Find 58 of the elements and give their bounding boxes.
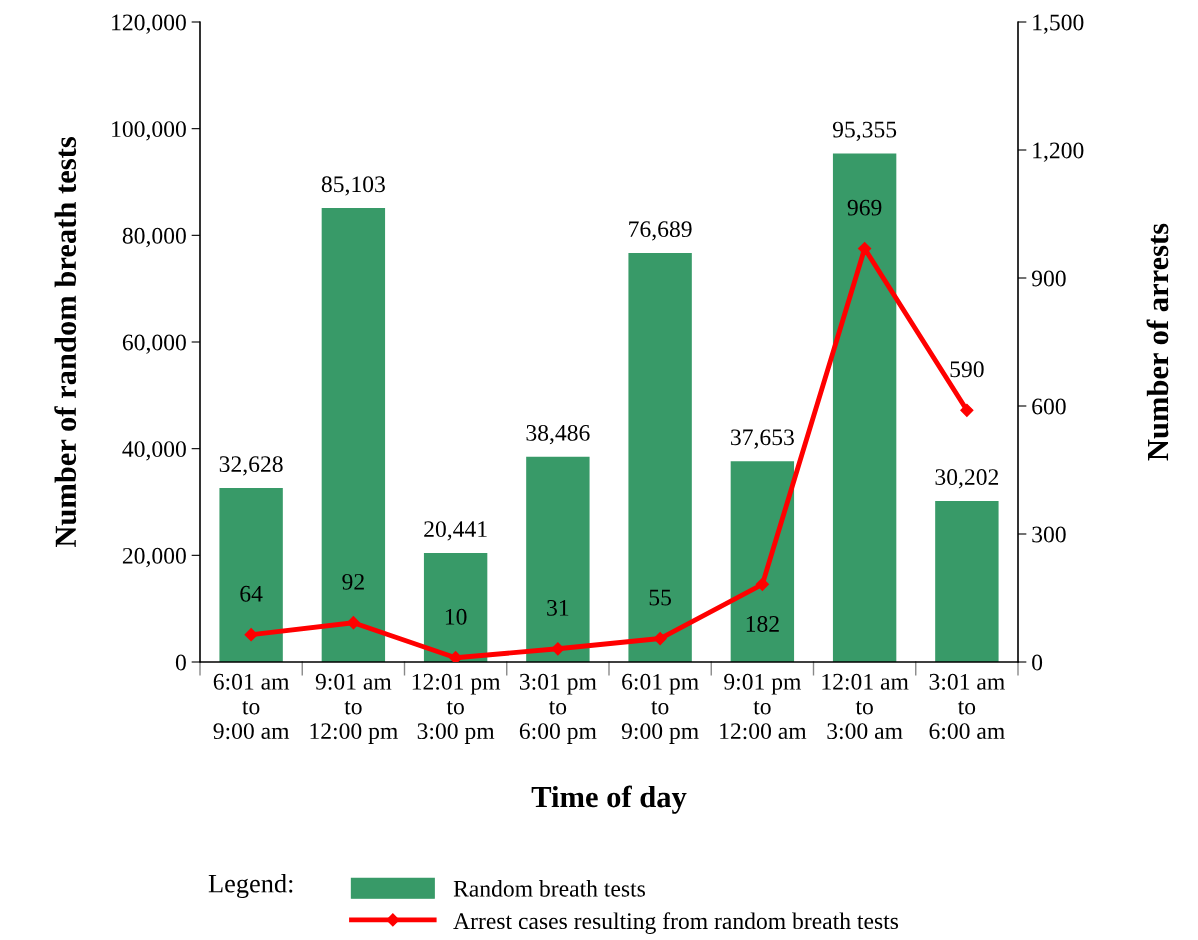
data-label: 590: [950, 361, 984, 378]
y2-tick-label: 1,200: [1033, 142, 1084, 162]
point: [960, 403, 974, 417]
bar: [935, 500, 999, 662]
point: [551, 642, 565, 656]
point: [653, 631, 667, 646]
bar: [321, 208, 386, 662]
data-label: 95,355: [832, 121, 897, 141]
x-tick-label: 3:01 pm to 6:00 pm: [519, 673, 597, 744]
point: [244, 628, 258, 642]
y-tick-label: 100,000: [112, 121, 186, 141]
y2-tick-label: 1,500: [1033, 14, 1084, 34]
x-tick-label: 6:01 pm to 9:00 pm: [621, 673, 699, 744]
legend-label: Arrest cases resulting from random breath tests: [453, 912, 899, 934]
data-label: 30,202: [935, 469, 999, 489]
bar: [219, 487, 283, 662]
y2-axis-title: Number of arrests: [1146, 223, 1169, 461]
legend-title: Legend:: [208, 874, 293, 898]
data-label: 969: [847, 199, 882, 216]
y-tick-label: 0: [175, 654, 186, 671]
data-label: 32,628: [219, 456, 283, 476]
point: [449, 651, 463, 662]
point: [755, 577, 769, 591]
legend-label: Random breath tests: [453, 880, 645, 897]
data-label: 64: [240, 585, 263, 602]
y2-tick-label: 0: [1032, 654, 1043, 671]
data-label: 76,689: [629, 221, 692, 241]
bar: [730, 461, 795, 662]
y-tick-label: 80,000: [122, 227, 186, 248]
bar: [628, 252, 692, 662]
data-label: 182: [746, 615, 779, 632]
data-label: 92: [342, 573, 364, 590]
y2-tick-label: 600: [1032, 398, 1066, 415]
x-tick-label: 12:01 pm to 3:00 pm: [412, 673, 501, 744]
y-axis-title: Number of random breath tests: [54, 137, 77, 548]
x-tick-label: 6:01 am to 9:00 am: [213, 673, 290, 740]
bar: [423, 552, 488, 662]
x-tick-label: 9:01 am to 12:00 pm: [310, 673, 398, 744]
data-label: 37,653: [731, 429, 794, 449]
bar: [526, 456, 590, 662]
bar: [832, 153, 897, 662]
y-tick-label: 120,000: [112, 14, 186, 34]
point: [346, 616, 360, 630]
x-tick-label: 9:01 pm to 12:00 am: [720, 673, 807, 740]
x-tick-label: 12:01 am to 3:00 am: [822, 673, 909, 740]
data-label: 85,103: [321, 176, 385, 196]
x-axis-title: Time of day: [531, 785, 687, 814]
data-label: 10: [445, 608, 467, 625]
y-tick-label: 40,000: [122, 441, 186, 461]
y2-tick-label: 300: [1032, 526, 1066, 543]
y2-tick-label: 900: [1031, 270, 1066, 287]
data-label: 31: [547, 599, 569, 616]
data-label: 20,441: [424, 521, 487, 541]
data-label: 55: [649, 589, 672, 606]
y-tick-label: 60,000: [122, 334, 186, 354]
x-tick-label: 3:01 am to 6:00 am: [929, 673, 1005, 740]
data-label: 38,486: [526, 424, 590, 445]
y-tick-label: 20,000: [122, 547, 186, 568]
